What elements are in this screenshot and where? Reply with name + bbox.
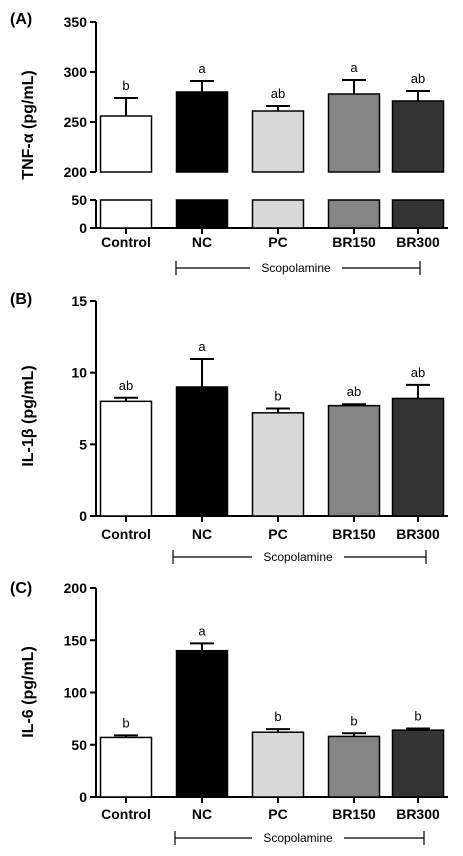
panel-b-bar-control [99,400,153,517]
panel-c-sig-br150: b [350,713,357,728]
panel-a-bar-pc-lower [251,199,305,229]
panel-b-x-tick-label-control: Control [101,526,151,542]
panel-b-y-tick-label: 5 [79,436,87,452]
panel-a-sig-nc: a [198,61,206,76]
panel-b-sig-pc: b [274,389,281,404]
panel-a-bar-nc [175,91,229,173]
panel-a-sig-control: b [122,78,129,93]
panel-a-x-tick-label-control: Control [101,234,151,250]
panel-a-y-tick-label: 250 [64,114,88,130]
panel-b-y-tick-label: 0 [79,508,87,524]
panel-a-sig-br150: a [350,60,358,75]
panel-c-x-tick-label-control: Control [101,806,151,822]
panel-a-y-tick-label: 50 [71,192,87,208]
panel-b-bar-br150 [327,404,381,517]
panel-c-y-tick-label: 200 [64,580,88,596]
panel-b-bar-pc [251,412,305,517]
panel-b-ylabel: IL-1β (pg/mL) [20,365,37,466]
panel-a-x-tick-label-br300: BR300 [396,234,440,250]
panel-c-group-label: Scopolamine [263,831,333,845]
panel-a-bar-br150-lower [327,199,381,229]
panel-a-bar-br150 [327,93,381,173]
panel-a-x-tick-label-br150: BR150 [332,234,376,250]
panel-c-y-tick-label: 150 [64,632,88,648]
panel-b-sig-br150: ab [347,384,361,399]
panel-c-bar-br300 [391,729,445,798]
panel-c-sig-nc: a [198,623,206,638]
panel-c-bar-br150 [327,735,381,798]
panel-b-label: (B) [10,291,32,308]
panel-c-x-tick-label-br300: BR300 [396,806,440,822]
panel-a-x-tick-label-nc: NC [192,234,212,250]
panel-c-label: (C) [10,580,32,597]
panel-c-y-tick-label: 100 [64,685,88,701]
panel-a-bar-control [99,115,153,173]
panel-c-sig-pc: b [274,709,281,724]
panel-c-ylabel: IL-6 (pg/mL) [20,646,37,738]
panel-a-label: (A) [10,11,32,28]
panel-c-x-tick-label-pc: PC [268,806,287,822]
panel-b-y-tick-label: 15 [71,293,87,309]
panel-c-y-tick-label: 50 [71,737,87,753]
panel-c-sig-br300: b [414,709,421,724]
panel-a-x-tick-label-pc: PC [268,234,287,250]
panel-a-group-label: Scopolamine [261,261,331,275]
panel-a-bar-br300 [391,100,445,173]
panel-b-group-label: Scopolamine [263,550,333,564]
panel-b-x-tick-label-nc: NC [192,526,212,542]
panel-a-y-tick-label: 200 [64,164,88,180]
panel-b-sig-nc: a [198,339,206,354]
panel-a-ylabel: TNF-α (pg/mL) [20,70,37,179]
panel-a-bar-control-lower [99,199,153,229]
panel-a-bar-nc-lower [175,199,229,229]
panel-c-bar-pc [251,731,305,798]
panel-a-sig-pc: ab [271,86,285,101]
panel-b-sig-br300: ab [411,365,425,380]
panel-a-y-tick-label: 300 [64,64,88,80]
panel-b-sig-control: ab [119,378,133,393]
panel-a-bar-br300-lower [391,199,445,229]
panel-b-bar-nc [175,386,229,517]
panel-a-y-tick-label: 350 [64,14,88,30]
panel-b-y-tick-label: 10 [71,365,87,381]
panel-b-x-tick-label-br300: BR300 [396,526,440,542]
panel-b-x-tick-label-br150: BR150 [332,526,376,542]
panel-a-sig-br300: ab [411,71,425,86]
panel-b-x-tick-label-pc: PC [268,526,287,542]
panel-c-x-tick-label-nc: NC [192,806,212,822]
panel-c-bar-control [99,736,153,798]
panel-c-x-tick-label-br150: BR150 [332,806,376,822]
panel-c-bar-nc [175,649,229,798]
panel-c-sig-control: b [122,715,129,730]
panel-c-y-tick-label: 0 [79,789,87,805]
panel-a-bar-pc [251,110,305,173]
panel-a-y-tick-label: 0 [79,220,87,236]
panel-b-bar-br300 [391,397,445,517]
